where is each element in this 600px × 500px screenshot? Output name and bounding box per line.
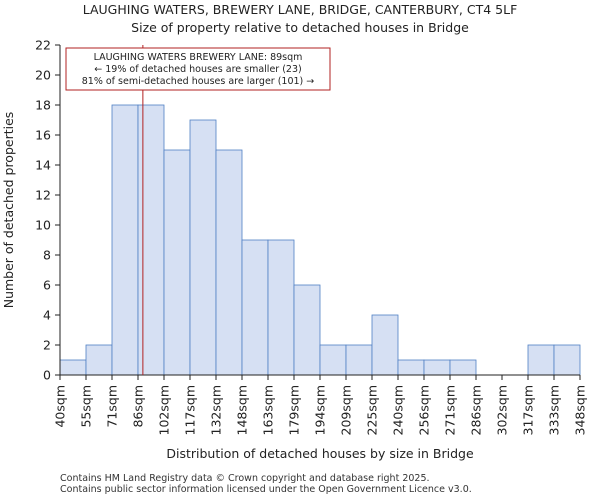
annotation-box (65, 47, 331, 91)
x-tick-label: 102sqm (157, 385, 172, 435)
annotation-line-1: LAUGHING WATERS BREWERY LANE: 89sqm (94, 52, 303, 63)
x-tick-label: 271sqm (443, 385, 458, 435)
histogram-bar (553, 344, 581, 376)
histogram-bar (345, 344, 373, 376)
histogram-bar (267, 239, 295, 376)
y-tick-label: 4 (43, 308, 51, 323)
x-tick-label: 333sqm (547, 385, 562, 435)
histogram-bar (241, 239, 269, 376)
x-tick-label: 132sqm (209, 385, 224, 435)
y-tick-label: 18 (35, 98, 51, 113)
y-tick-label: 2 (43, 338, 51, 353)
histogram-bar (215, 149, 243, 376)
x-tick-label: 225sqm (365, 385, 380, 435)
x-tick-label: 117sqm (183, 385, 198, 435)
annotation-line-3: 81% of semi-detached houses are larger (… (82, 76, 315, 87)
chart-subtitle: Size of property relative to detached ho… (131, 20, 469, 35)
y-tick-label: 6 (43, 278, 51, 293)
x-tick-label: 40sqm (53, 385, 68, 428)
histogram-bar (137, 104, 165, 376)
histogram-bar (293, 284, 321, 376)
x-axis: 40sqm 55sqm 71sqm 86sqm 102sqm 117sqm 132sqm 14… (53, 374, 588, 435)
histogram-bar (423, 359, 451, 376)
y-tick-label: 20 (35, 68, 51, 83)
footer-licence: Contains public sector information licen… (60, 484, 472, 495)
y-axis-label: Number of detached properties (1, 112, 16, 309)
x-tick-label: 348sqm (573, 385, 588, 435)
histogram-bar (163, 149, 191, 376)
chart-title: LAUGHING WATERS, BREWERY LANE, BRIDGE, C… (82, 2, 518, 17)
x-axis-label: Distribution of detached houses by size … (166, 446, 474, 461)
histogram-bar (189, 119, 217, 376)
x-tick-label: 194sqm (313, 385, 328, 435)
y-tick-label: 0 (43, 368, 51, 383)
x-tick-label: 209sqm (339, 385, 354, 435)
y-tick-label: 12 (35, 188, 51, 203)
y-tick-label: 10 (35, 218, 51, 233)
x-tick-label: 86sqm (131, 385, 146, 428)
histogram-bar (397, 359, 425, 376)
footer-copyright: Contains HM Land Registry data © Crown c… (60, 473, 430, 484)
x-tick-label: 302sqm (495, 385, 510, 435)
y-tick-label: 16 (35, 128, 51, 143)
histogram-bar (59, 359, 87, 376)
bars-group (59, 104, 581, 376)
x-tick-label: 179sqm (287, 385, 302, 435)
y-axis: 0 2 4 6 8 10 12 14 16 18 20 22 (35, 38, 61, 383)
x-tick-label: 240sqm (391, 385, 406, 435)
annotation-line-2: ← 19% of detached houses are smaller (23… (94, 64, 301, 75)
y-tick-label: 8 (43, 248, 51, 263)
x-tick-label: 163sqm (261, 385, 276, 435)
x-tick-label: 256sqm (417, 385, 432, 435)
y-tick-label: 14 (35, 158, 51, 173)
histogram-bar (371, 314, 399, 376)
histogram-bar (319, 344, 347, 376)
histogram-bar (527, 344, 555, 376)
x-tick-label: 55sqm (79, 385, 94, 428)
histogram-bar (85, 344, 113, 376)
x-tick-label: 71sqm (105, 385, 120, 428)
x-tick-label: 286sqm (469, 385, 484, 435)
x-tick-label: 317sqm (521, 385, 536, 435)
y-tick-label: 22 (35, 38, 51, 53)
histogram-bar (111, 104, 139, 376)
histogram-bar (449, 359, 477, 376)
x-tick-label: 148sqm (235, 385, 250, 435)
